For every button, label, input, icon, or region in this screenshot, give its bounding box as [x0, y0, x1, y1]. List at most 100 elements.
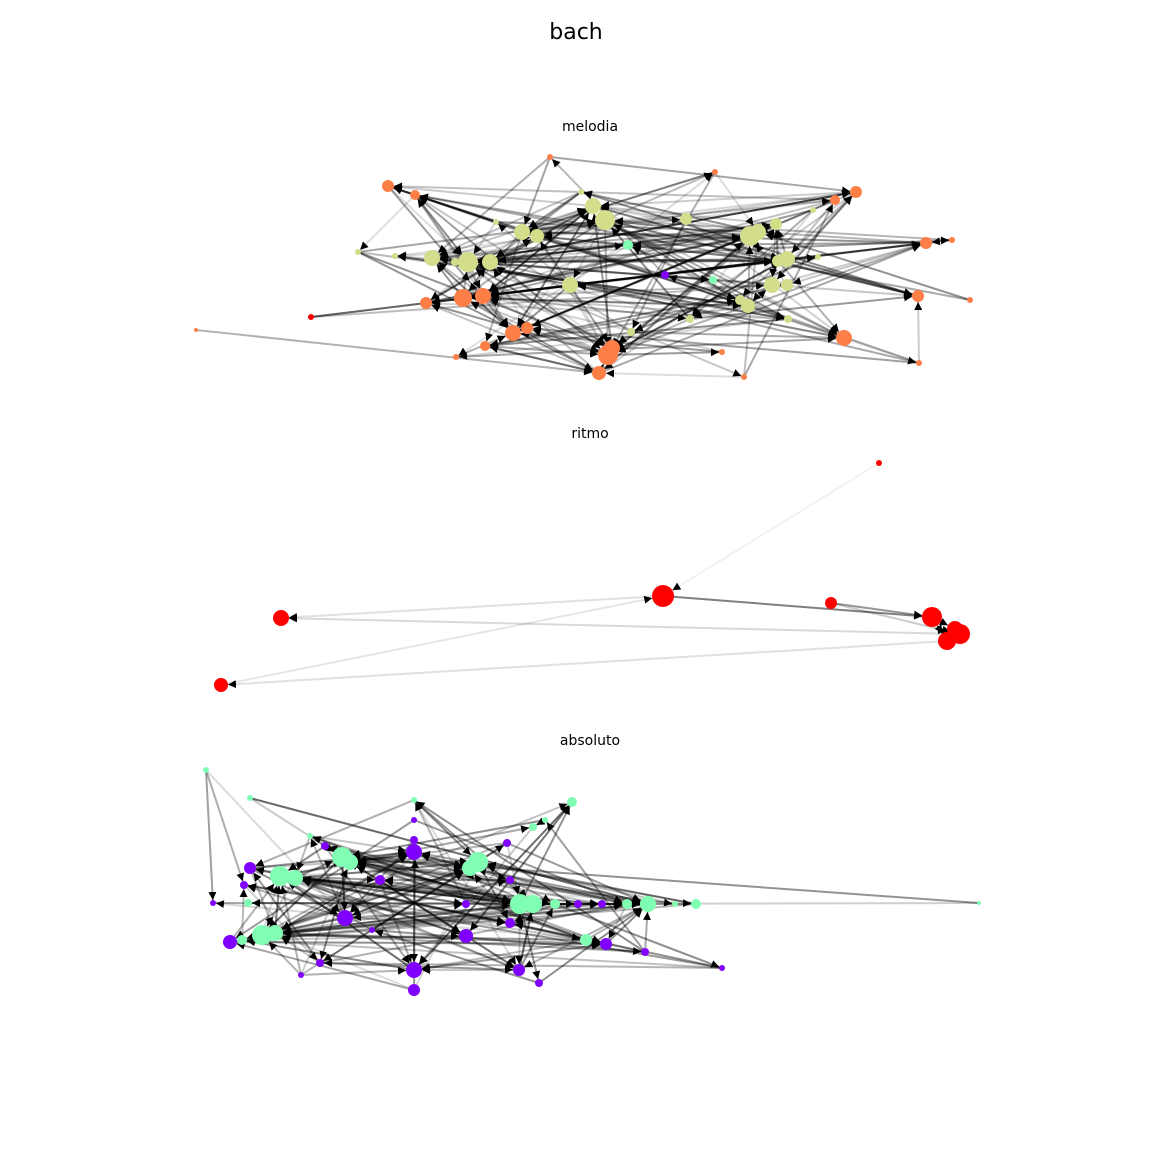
edge — [662, 595, 923, 620]
node — [316, 959, 324, 967]
node — [922, 607, 942, 627]
node — [912, 290, 924, 302]
edge — [288, 614, 961, 635]
node — [194, 328, 198, 332]
edge — [300, 871, 464, 976]
edge — [282, 903, 534, 936]
edge — [413, 941, 601, 971]
node — [382, 180, 394, 192]
edge — [274, 855, 408, 934]
edge — [418, 826, 534, 965]
node — [712, 169, 718, 175]
node — [622, 899, 632, 909]
edge — [328, 846, 587, 941]
edge — [532, 325, 920, 364]
edge — [490, 295, 723, 353]
edge — [689, 293, 913, 320]
node — [480, 341, 490, 351]
edge — [357, 251, 594, 371]
edge — [296, 835, 311, 871]
node — [410, 836, 418, 844]
edge — [632, 246, 741, 301]
edge — [467, 190, 851, 263]
edge — [512, 234, 751, 334]
edge — [685, 218, 839, 334]
edge — [603, 219, 612, 346]
node — [506, 876, 514, 884]
edge — [482, 254, 816, 297]
edge — [506, 842, 642, 902]
edge — [786, 258, 913, 297]
edge — [777, 260, 913, 297]
edge — [279, 875, 506, 925]
edge — [519, 806, 571, 905]
node — [585, 198, 601, 214]
edge — [268, 941, 302, 976]
edge — [469, 801, 573, 932]
node — [503, 839, 511, 847]
edge — [294, 859, 469, 879]
node — [521, 322, 533, 334]
node — [237, 935, 247, 945]
edge — [490, 284, 773, 300]
node — [750, 224, 766, 240]
edge — [604, 191, 857, 370]
edge — [512, 225, 771, 334]
node — [273, 610, 289, 626]
edge — [489, 318, 789, 349]
edge — [671, 462, 880, 592]
edge — [279, 875, 599, 907]
nodes — [194, 154, 981, 996]
edge — [414, 194, 742, 306]
edge — [229, 939, 601, 948]
node — [562, 277, 578, 293]
edge — [477, 259, 788, 286]
edge — [509, 879, 528, 899]
node — [530, 229, 544, 243]
edge — [455, 334, 837, 358]
edge — [488, 205, 594, 292]
edge — [462, 240, 921, 299]
edge — [421, 939, 587, 972]
node — [623, 240, 633, 250]
node — [244, 862, 256, 874]
edge — [489, 305, 749, 348]
edge — [604, 219, 838, 336]
node — [453, 354, 459, 360]
edge — [288, 878, 520, 971]
edge — [485, 231, 523, 342]
node — [375, 875, 385, 885]
edge — [469, 867, 641, 905]
edge — [830, 602, 923, 619]
edge — [484, 345, 599, 358]
edge — [592, 205, 838, 336]
edge — [614, 217, 751, 237]
panel-title: melodia — [562, 119, 618, 135]
edge — [632, 240, 927, 249]
node — [810, 207, 816, 213]
node — [938, 632, 956, 650]
edge — [462, 297, 742, 310]
node — [411, 817, 417, 823]
edge — [458, 263, 613, 349]
edge — [419, 193, 971, 301]
edge — [786, 240, 921, 260]
edge — [467, 257, 773, 266]
edge — [195, 329, 593, 376]
node — [529, 823, 537, 831]
edge — [529, 228, 751, 237]
edge — [569, 258, 773, 286]
edge — [236, 941, 415, 991]
edge — [495, 221, 751, 236]
node — [686, 315, 694, 323]
edge — [914, 301, 923, 364]
edge — [271, 931, 587, 941]
edge — [668, 275, 920, 364]
edge — [310, 282, 765, 318]
edge — [351, 859, 587, 941]
edge — [351, 854, 980, 904]
edge — [413, 804, 570, 971]
edges — [195, 156, 980, 991]
edge — [255, 799, 415, 867]
edge — [271, 931, 467, 940]
